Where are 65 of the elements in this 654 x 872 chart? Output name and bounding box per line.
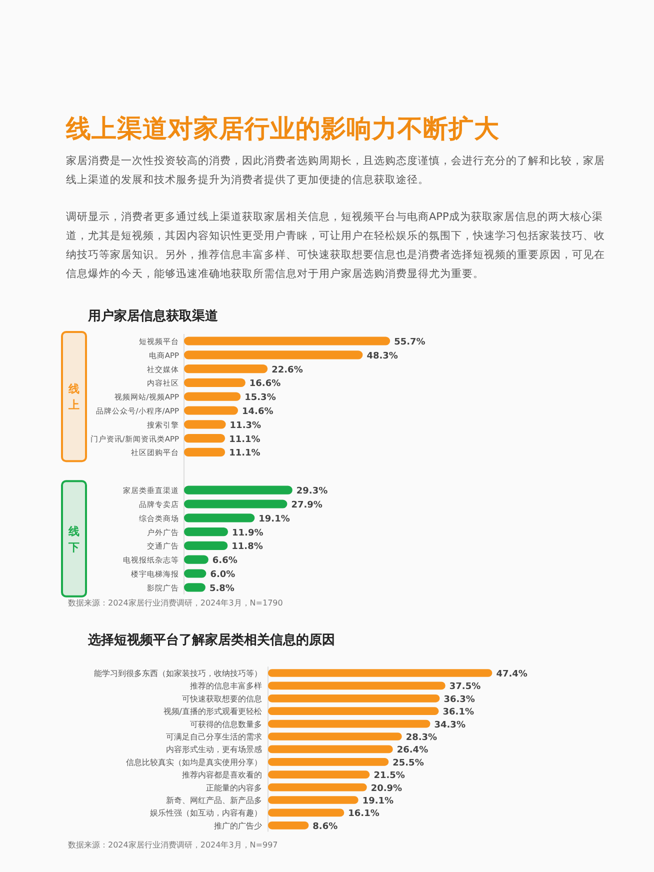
- y-tick-label: 新奇、网红产品、新产品多: [166, 796, 262, 805]
- data-label: 36.1%: [442, 708, 474, 718]
- bar: [268, 796, 358, 804]
- text: 线上渠道对家居行业的影响力不断扩大: [66, 113, 500, 145]
- y-tick-label: 娱乐性强（如互动，内容有趣）: [150, 808, 262, 818]
- source-note: 数据来源：2024家居行业消费调研，2024年3月，N=997: [68, 840, 278, 850]
- bar: [268, 720, 430, 728]
- bar: [268, 732, 402, 740]
- y-tick-label: 推广的广告少: [214, 821, 262, 830]
- data-label: 29.3%: [296, 486, 328, 497]
- data-label: 8.6%: [312, 822, 338, 832]
- data-label: 36.3%: [444, 694, 475, 705]
- data-label: 55.7%: [394, 338, 426, 348]
- data-label: 25.5%: [392, 758, 424, 768]
- y-tick-label: 推荐内容都是喜欢看的: [182, 770, 262, 780]
- bar: [268, 694, 440, 702]
- bar: [268, 669, 492, 677]
- chart-title: 用户家居信息获取渠道: [87, 308, 219, 324]
- y-tick-label: 推荐的信息丰富多样: [190, 682, 262, 691]
- y-tick-label: 视频/直播的形式观看更轻松: [163, 707, 262, 716]
- y-tick-label: 能学习到很多东西（如家装技巧，收纳技巧等）: [94, 669, 262, 678]
- bar: [268, 682, 446, 690]
- data-label: 11.8%: [232, 542, 263, 552]
- data-label: 16.6%: [249, 379, 281, 390]
- data-label: 27.9%: [291, 500, 322, 510]
- data-label: 22.6%: [272, 365, 303, 376]
- text: 线下: [68, 524, 80, 554]
- bar: [268, 745, 393, 754]
- y-tick-label: 正能量的内容多: [206, 783, 262, 792]
- data-label: 47.4%: [496, 670, 528, 680]
- y-tick-label: 内容形式生动，更有场景感: [166, 745, 262, 754]
- data-label: 14.6%: [242, 407, 274, 417]
- data-label: 15.3%: [244, 393, 276, 404]
- y-tick-label: 可快速获取想要的信息: [182, 694, 262, 704]
- bar: [268, 808, 344, 817]
- data-label: 19.1%: [258, 514, 290, 524]
- data-label: 5.8%: [209, 584, 234, 594]
- y-tick-label: 可满足自己分享生活的需求: [166, 732, 262, 742]
- bar: [268, 758, 389, 766]
- bar: [268, 783, 367, 792]
- text: 调研显示，消费者更多通过线上渠道获取家居相关信息，短视频平台与电商APP成为获取家居信息的两大核心渠道，尤其是短视频，其因内容知识性更受用户青睐，可让用户在轻松娱乐的氛围下，快速学习包括家装技巧、收纳技巧等家居知识。另外，推荐信息丰富多样、可快速获取想要信息也是消费者选择短视频的重要原因，可见在信息爆炸的今天，能够迅速准确地获取所需信息对于用户家居选购消费显得尤为重要。: [66, 210, 606, 282]
- data-label: 37.5%: [449, 682, 481, 692]
- data-label: 16.1%: [348, 809, 380, 820]
- data-label: 11.1%: [229, 434, 260, 445]
- data-label: 20.9%: [370, 784, 402, 794]
- data-label: 6.6%: [212, 556, 238, 566]
- data-label: 11.9%: [232, 528, 264, 538]
- data-label: 26.4%: [396, 746, 428, 756]
- text: 家居消费是一次性投资较高的消费，因此消费者选购周期长，且选购态度谨慎，会进行充分的了解和比较，家居线上渠道的发展和技术服务提升为消费者提供了更加便捷的信息获取途径。: [66, 154, 606, 188]
- data-label: 34.3%: [434, 720, 466, 730]
- data-label: 11.3%: [230, 420, 262, 431]
- bar: [268, 707, 439, 716]
- data-label: 21.5%: [374, 771, 405, 782]
- data-label: 6.0%: [210, 570, 236, 580]
- chart-title: 选择短视频平台了解家居类相关信息的原因: [87, 632, 335, 648]
- data-label: 19.1%: [362, 796, 394, 806]
- data-label: 11.1%: [229, 448, 260, 459]
- data-label: 48.3%: [366, 351, 398, 362]
- y-tick-label: 可获得的信息数量多: [190, 720, 262, 729]
- y-tick-label: 信息比较真实（如均是真实使用分享）: [126, 758, 262, 767]
- source-note: 数据来源：2024家居行业消费调研，2024年3月，N=1790: [68, 598, 283, 608]
- bar: [268, 770, 370, 779]
- data-label: 28.3%: [406, 733, 438, 743]
- bar: [268, 821, 309, 830]
- text: 线上: [68, 382, 80, 412]
